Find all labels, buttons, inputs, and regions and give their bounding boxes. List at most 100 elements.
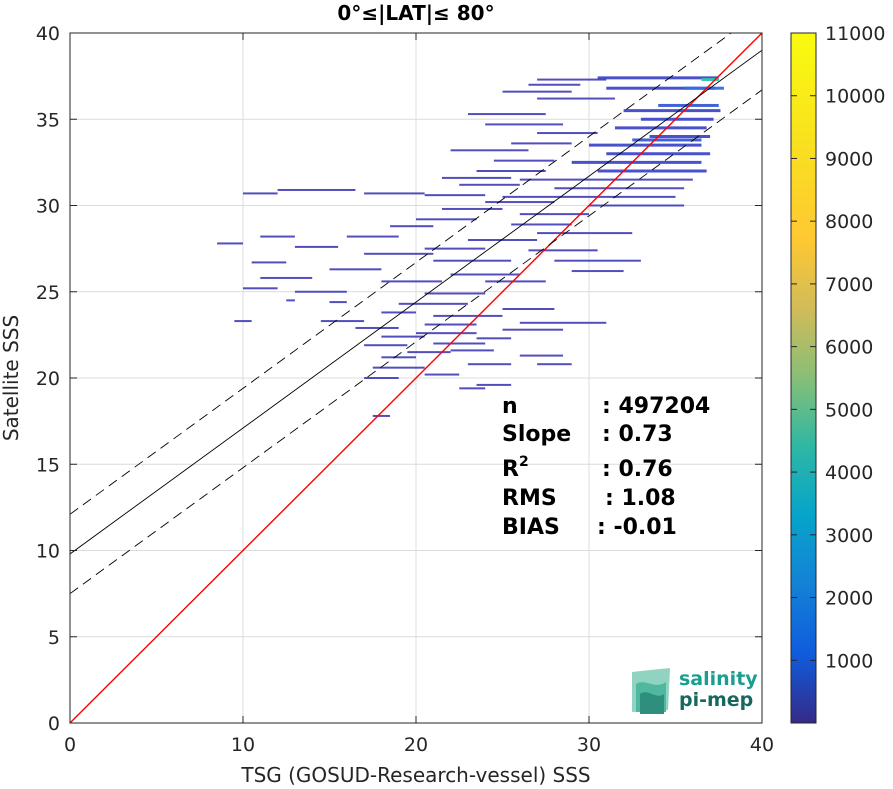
density-cell [476, 383, 512, 386]
density-cell [589, 143, 702, 147]
density-cell [450, 149, 529, 152]
density-cell [502, 328, 564, 331]
y-tick-label: 20 [36, 368, 60, 390]
density-cell [571, 270, 624, 273]
density-cell [476, 337, 512, 340]
reference-lines [70, 33, 762, 723]
colorbar-tick-label: 7000 [825, 274, 873, 296]
density-cell [511, 142, 572, 145]
stat-r2-label: R2 [502, 454, 529, 482]
stat-bias-value: : -0.01 [597, 515, 677, 540]
y-tick-label: 5 [48, 627, 60, 649]
colorbar-tick-label: 11000 [825, 23, 885, 45]
density-cell [571, 160, 702, 164]
density-cell [502, 90, 572, 93]
density-cell [364, 192, 425, 195]
y-axis-label: Satellite SSS [0, 315, 23, 441]
density-cell [467, 113, 546, 116]
stat-rms-label: RMS [502, 486, 557, 511]
x-tick-label: 10 [231, 734, 255, 756]
density-cell [519, 178, 693, 181]
density-cell [433, 314, 503, 317]
density-cell [493, 159, 555, 162]
density-cell [467, 363, 512, 366]
density-cell [554, 187, 685, 190]
logo-text-salinity: salinity [679, 668, 758, 690]
density-cell [424, 292, 486, 295]
density-cell [537, 132, 598, 135]
stats-box: n : 497204 Slope : 0.73 R2 : 0.76 RMS : … [502, 394, 710, 540]
density-cell [329, 268, 382, 271]
density-cell [294, 290, 347, 293]
density-cell [537, 363, 572, 366]
chart-title: 0°≤|LAT|≤ 80° [337, 1, 494, 25]
colorbar-tick-label: 9000 [825, 148, 873, 170]
y-tick-label: 10 [36, 541, 60, 563]
density-cell [407, 351, 451, 354]
density-cell [416, 218, 477, 221]
density-cell [528, 83, 581, 86]
density-cell [372, 414, 391, 417]
y-axis-ticks: 0 5 10 15 20 25 30 35 40 [36, 23, 762, 735]
stat-bias-label: BIAS [502, 515, 560, 540]
density-cell [485, 280, 546, 283]
density-cell [424, 194, 486, 197]
density-cell [294, 245, 339, 248]
x-tick-label: 20 [404, 734, 428, 756]
density-cell [502, 195, 676, 198]
density-cell [459, 387, 486, 390]
density-cell [355, 326, 399, 329]
density-cell [450, 273, 520, 276]
density-cell [537, 232, 633, 235]
density-cell [381, 335, 425, 338]
stat-n-value: : 497204 [602, 394, 710, 419]
density-cell [537, 97, 615, 100]
colorbar-tick-label: 6000 [825, 337, 873, 359]
density-cell [519, 321, 607, 324]
density-cell [441, 207, 503, 210]
x-axis-label: TSG (GOSUD-Research-vessel) SSS [240, 763, 590, 787]
colorbar [790, 32, 817, 724]
regression-plus-2sd-line [70, 33, 732, 515]
colorbar-tick-label: 3000 [825, 525, 873, 547]
density-cell [511, 223, 572, 226]
density-cell [589, 204, 685, 207]
density-cell [640, 117, 714, 121]
density-cell [528, 249, 598, 252]
density-cell [632, 138, 702, 142]
density-cell [614, 126, 707, 130]
density-cell [485, 123, 564, 126]
stat-rms-value: : 1.08 [605, 486, 676, 511]
density-cell [502, 308, 555, 310]
density-cell [606, 86, 716, 90]
density-cell [519, 354, 564, 357]
y-tick-label: 15 [36, 454, 60, 476]
density-cell [476, 170, 546, 172]
density-cell [260, 276, 313, 279]
y-tick-label: 30 [36, 196, 60, 218]
density-cell [441, 176, 512, 179]
stat-r2-value: : 0.76 [602, 457, 673, 482]
colorbar-tick-label: 4000 [825, 462, 873, 484]
y-tick-label: 0 [48, 713, 60, 735]
colorbar-tick-label: 10000 [825, 86, 885, 108]
stat-n-label: n [502, 394, 518, 419]
density-cell [346, 235, 399, 238]
density-cell [597, 169, 707, 173]
regression-minus-2sd-line [70, 89, 762, 594]
y-tick-label: 35 [36, 109, 60, 131]
density-cell [398, 302, 468, 305]
density-cell [364, 377, 399, 379]
y-tick-label: 40 [36, 23, 60, 45]
density-cell [424, 323, 477, 326]
salinity-pi-mep-logo: salinity pi-mep [632, 668, 758, 714]
density-cell [701, 78, 719, 82]
density-cell [424, 247, 486, 250]
x-tick-label: 30 [577, 734, 601, 756]
density-cell [416, 332, 477, 335]
density-heatmap [217, 76, 724, 417]
density-cell [260, 235, 295, 238]
x-tick-label: 40 [750, 734, 774, 756]
density-cell [364, 344, 408, 347]
